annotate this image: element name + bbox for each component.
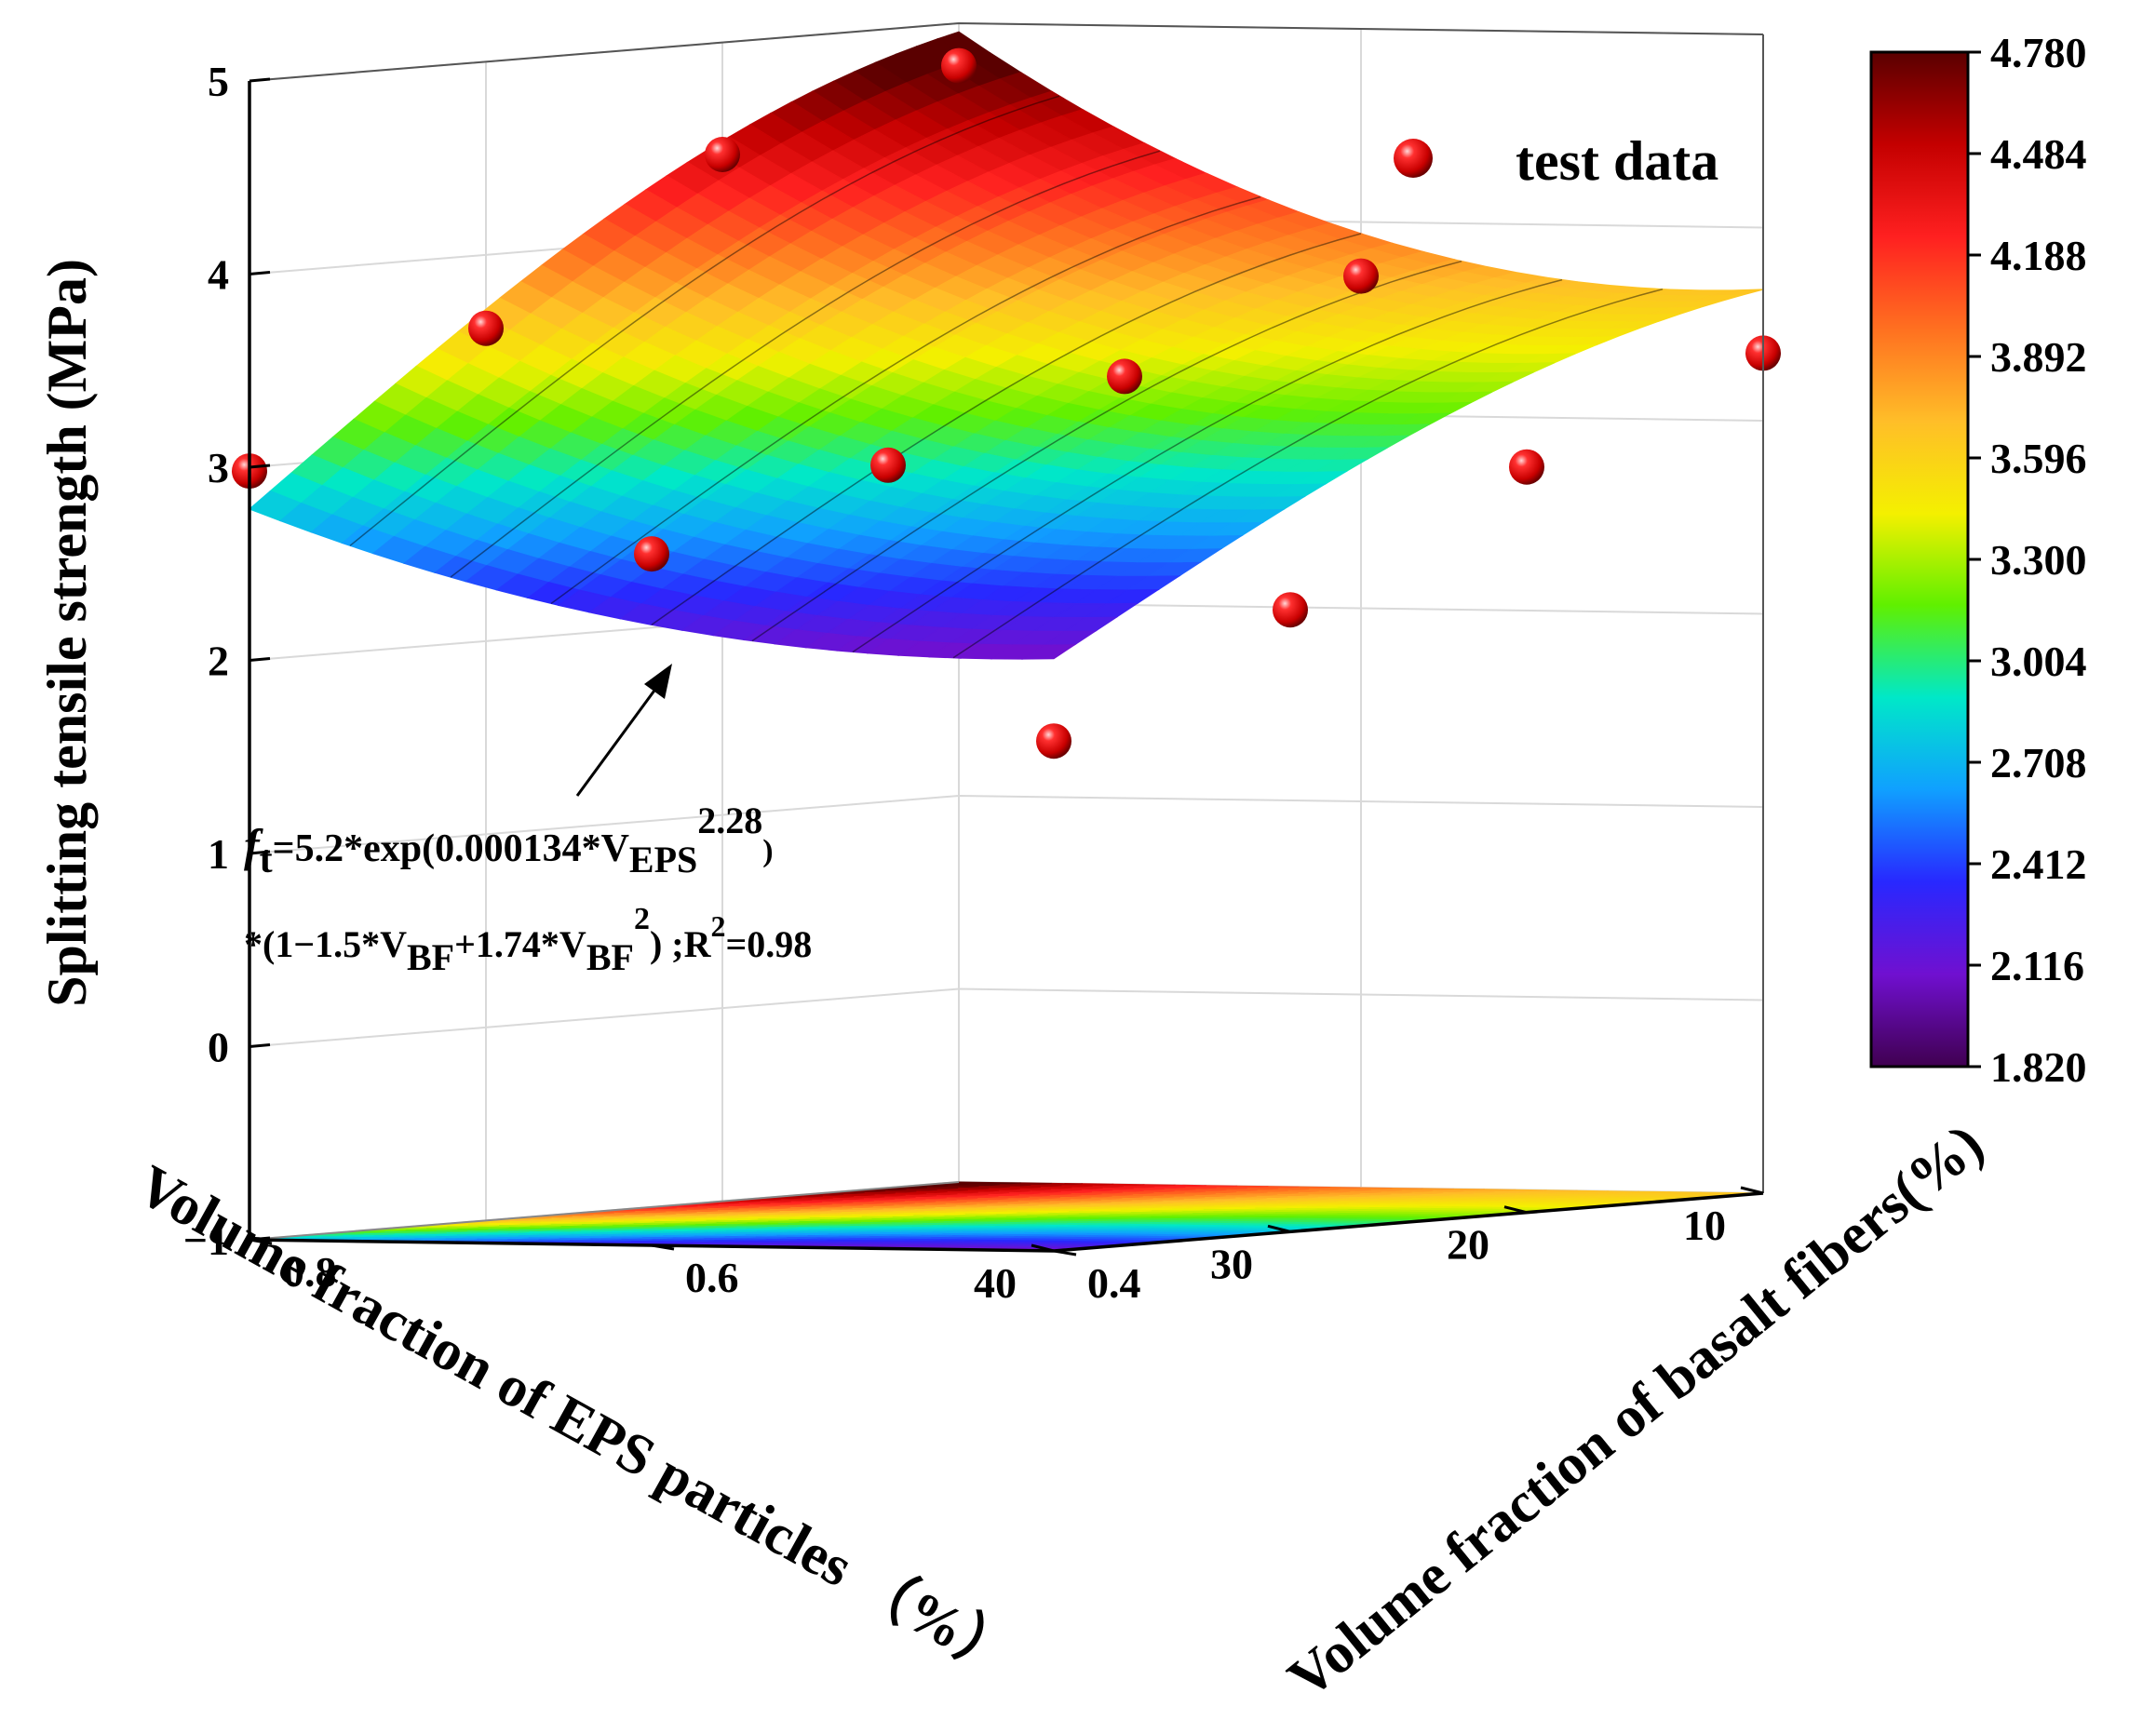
- x-tick: [1503, 1205, 1528, 1215]
- z-tick: [249, 850, 271, 855]
- test-data-point: [468, 310, 504, 346]
- colorbar-tick-label: 1.820: [1990, 1043, 2087, 1091]
- colorbar: 4.780 4.484 4.188 3.892 3.596 3.300 3.004 2.708…: [1869, 29, 2087, 1091]
- colorbar-tick-label: 3.300: [1990, 536, 2087, 584]
- surface-cell: [1020, 644, 1077, 660]
- colorbar-tick-label: 3.596: [1990, 435, 2087, 482]
- y-tick-label: 0.8: [283, 1248, 337, 1296]
- legend-label: test data: [1516, 130, 1718, 192]
- fit-equation-line2: *(1−1.5*VBF+1.74*VBF2) ;R2=0.98: [244, 902, 812, 978]
- test-data-point: [941, 47, 977, 84]
- floor-contour-map: [249, 1181, 1764, 1252]
- test-data-point: [1107, 358, 1142, 395]
- z-tick-label: 0: [208, 1024, 229, 1071]
- z-tick: [249, 657, 271, 662]
- test-data-point: [1273, 592, 1308, 628]
- annotation-arrow: [575, 664, 672, 797]
- x-tick-label: 20: [1447, 1221, 1489, 1269]
- x-tick-label: 40: [974, 1259, 1017, 1307]
- colorbar-tick-label: 4.780: [1990, 29, 2087, 76]
- x-tick-label: 30: [1210, 1240, 1253, 1287]
- z-tick-label: 5: [208, 58, 229, 105]
- z-tick-label: 4: [208, 251, 229, 299]
- y-tick-label: 0.6: [685, 1254, 739, 1301]
- x-axis-line: [1053, 1191, 1764, 1253]
- test-data-points: [232, 47, 1781, 759]
- x-tick: [1031, 1243, 1055, 1253]
- fitted-surface: [248, 31, 1764, 660]
- test-data-point: [1509, 449, 1544, 485]
- z-tick-label: −1: [183, 1216, 229, 1264]
- axis-box-top: [249, 21, 1764, 82]
- floor-back-edge: [249, 1181, 960, 1241]
- z-tick: [249, 464, 271, 469]
- colorbar-tick-label: 2.412: [1990, 840, 2087, 888]
- tick-labels: −1 0 1 2 3 4 5 10 20 30 40 0.4 0.6 0.8: [183, 58, 1764, 1307]
- surface-contour-line: [952, 288, 1664, 659]
- test-data-point: [870, 447, 906, 483]
- colorbar-tick-label: 3.892: [1990, 333, 2087, 381]
- x-tick: [1267, 1224, 1291, 1233]
- y-tick-label: 0.4: [1087, 1259, 1141, 1307]
- y-tick: [651, 1243, 675, 1251]
- z-tick: [249, 1043, 271, 1048]
- legend: test data: [1394, 130, 1718, 192]
- z-axis-title: Splitting tensile strength (MPa): [36, 259, 98, 1007]
- test-data-point: [705, 137, 740, 172]
- fit-equation-line1: ft=5.2*exp(0.000134*VEPS2.28): [244, 800, 774, 881]
- test-data-point: [1036, 723, 1071, 759]
- grid-line-z: [249, 988, 1764, 1048]
- y-tick: [249, 1238, 273, 1245]
- test-data-point: [1343, 258, 1379, 294]
- test-data-point: [634, 536, 669, 572]
- z-tick-label: 3: [208, 444, 229, 491]
- y-tick: [1053, 1249, 1077, 1256]
- surface-contour-line: [751, 260, 1462, 642]
- z-tick-label: 2: [208, 638, 229, 685]
- surface-contour-line: [852, 278, 1563, 653]
- colorbar-tick-label: 2.708: [1990, 739, 2087, 786]
- z-tick-label: 1: [208, 830, 229, 878]
- colorbar-tick-label: 4.484: [1990, 130, 2087, 178]
- colorbar-gradient: [1869, 50, 1970, 1068]
- z-tick: [249, 271, 271, 275]
- colorbar-tick-label: 3.004: [1990, 638, 2087, 685]
- x-tick: [1740, 1186, 1764, 1195]
- z-tick: [249, 77, 271, 83]
- colorbar-tick-label: 4.188: [1990, 232, 2087, 279]
- x-tick-label: 10: [1683, 1202, 1726, 1249]
- surface-contour-line: [450, 150, 1161, 578]
- surface-contour-line: [651, 233, 1362, 625]
- legend-marker: [1394, 139, 1433, 178]
- surface-contour-line: [349, 95, 1060, 546]
- surface-contour-line: [550, 195, 1261, 605]
- colorbar-tick-label: 2.116: [1990, 942, 2084, 989]
